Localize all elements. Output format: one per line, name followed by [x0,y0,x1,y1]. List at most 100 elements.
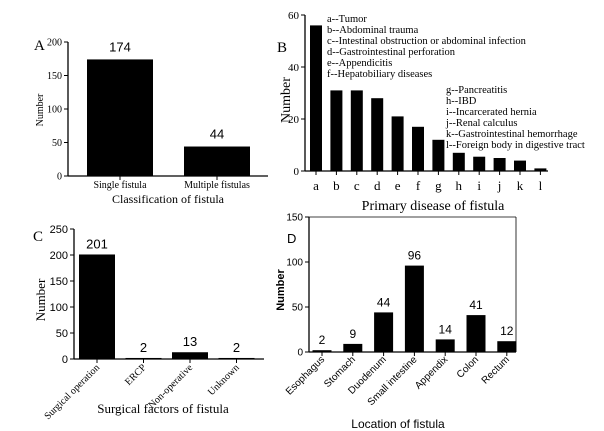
panel-label-a: A [34,38,45,54]
data-label-d: 9 [349,327,356,341]
legend-item-b: f--Hepatobiliary diseases [327,69,432,80]
legend-item-b: b--Abdominal trauma [327,25,419,36]
legend-item-b: a--Tumor [327,14,367,25]
bar-d-4 [435,339,455,352]
panel-a: A 0 50 100 150 200 Single fistula 174 Multiple f… [34,38,268,206]
bar-b-8 [473,156,486,171]
bar-d-6 [497,341,517,352]
legend-item-b: e--Appendicitis [327,58,392,69]
y-tick-label-c: 100 [50,302,68,314]
bar-b-4 [391,116,404,171]
data-label-a: 44 [210,127,224,142]
category-label-b: e [395,178,401,193]
legend-item-b: c--Intestinal obstruction or abdominal i… [327,36,527,47]
category-label-b: a [313,178,319,193]
bar-b-10 [514,160,526,171]
bar-c-2 [172,352,208,359]
y-tick-label-a: 100 [47,105,62,116]
data-label-d: 96 [408,249,422,263]
x-axis-title-a: Classification of fistula [112,192,225,206]
legend-item-b: d--Gastrointestinal perforation [327,47,456,58]
category-label-c: ERCP [123,362,149,388]
bar-d-0 [312,350,332,352]
bar-a-1 [184,146,250,176]
y-tick-label-b: 60 [288,10,300,22]
y-tick-label-a: 150 [47,71,62,82]
y-tick-label-c: 50 [56,328,68,340]
panel-b: B 0 20 40 60 a b c d e f g h i j k l Primary disease of f… [277,10,585,214]
legend-item-b: k--Gastrointestinal hemorrhage [446,129,578,140]
bar-c-3 [218,357,255,359]
data-label-d: 14 [439,322,453,336]
legend-item-b: g--Pancreatitis [446,85,507,96]
bar-b-5 [412,126,424,171]
data-label-d: 2 [319,333,326,347]
category-label-d: Rectum [480,354,512,386]
panel-label-c: C [33,229,43,245]
category-label-d: Colon [455,354,481,380]
y-tick-label-d: 50 [292,303,304,314]
y-tick-label-d: 100 [286,258,303,269]
bar-d-2 [374,312,394,352]
category-label-b: k [517,178,524,193]
category-label-b: g [435,178,442,193]
y-axis-title-c: Number [33,278,48,321]
category-label-d: Appendix [413,354,450,391]
y-tick-label-c: 200 [50,250,68,262]
y-tick-label-a: 200 [47,38,62,49]
y-tick-label-d: 0 [297,348,303,359]
panel-label-b: B [277,40,287,56]
y-tick-label-d: 150 [286,213,303,224]
category-label-b: l [539,178,543,193]
bar-b-2 [350,90,363,171]
category-label-a: Single fistula [93,180,147,191]
category-label-b: c [354,178,360,193]
bar-d-5 [466,315,486,352]
data-label-d: 41 [469,298,483,312]
bar-c-1 [125,357,162,359]
category-label-d: Esophagus [284,354,327,397]
legend-item-b: i--Incarcerated hernia [446,107,537,118]
bar-b-9 [493,158,506,171]
panel-c: C 0 50 100 150 200 250 Surgical operation 201 ERC… [33,224,264,422]
bar-b-0 [310,25,322,172]
y-tick-label-c: 150 [50,276,68,288]
category-label-b: f [416,178,421,193]
y-axis-title-d: Number [275,269,287,311]
x-axis-title-b: Primary disease of fistula [362,199,505,214]
bar-d-1 [343,343,363,352]
x-axis-title-d: Location of fistula [351,417,445,431]
data-label-c: 201 [86,236,108,251]
bar-c-0 [79,254,115,359]
data-label-a: 174 [109,39,131,54]
panel-label-d: D [287,231,296,246]
category-label-b: j [497,178,502,193]
data-label-d: 12 [500,324,514,338]
panel-d: D050100150Esophagus2Stomach9Duodenum44Sm… [275,213,517,431]
data-label-c: 13 [183,334,197,349]
bar-b-1 [330,90,343,171]
category-label-b: i [477,178,481,193]
bar-d-3 [404,265,424,352]
y-tick-label-a: 50 [52,138,62,149]
y-tick-label-b: 0 [294,166,300,178]
y-axis-title-a: Number [35,93,46,126]
y-axis-title-b: Number [279,77,294,123]
category-label-a: Multiple fistulas [184,180,250,191]
bar-b-6 [432,139,445,171]
y-tick-label-c: 250 [50,224,68,236]
legend-item-b: j--Renal calculus [445,118,517,129]
legend-item-b: l--Foreign body in digestive tract [446,140,585,151]
data-label-c: 2 [140,340,147,355]
x-axis-title-c: Surgical factors of fistula [97,401,229,416]
bar-b-3 [371,98,384,171]
y-tick-label-b: 40 [288,62,300,74]
bar-b-11 [534,168,547,171]
y-tick-label-b: 20 [288,114,300,126]
category-label-c: Unknown [206,362,242,398]
y-tick-label-a: 0 [57,172,62,183]
category-label-c: Surgical operation [42,362,102,422]
category-label-b: b [333,178,340,193]
